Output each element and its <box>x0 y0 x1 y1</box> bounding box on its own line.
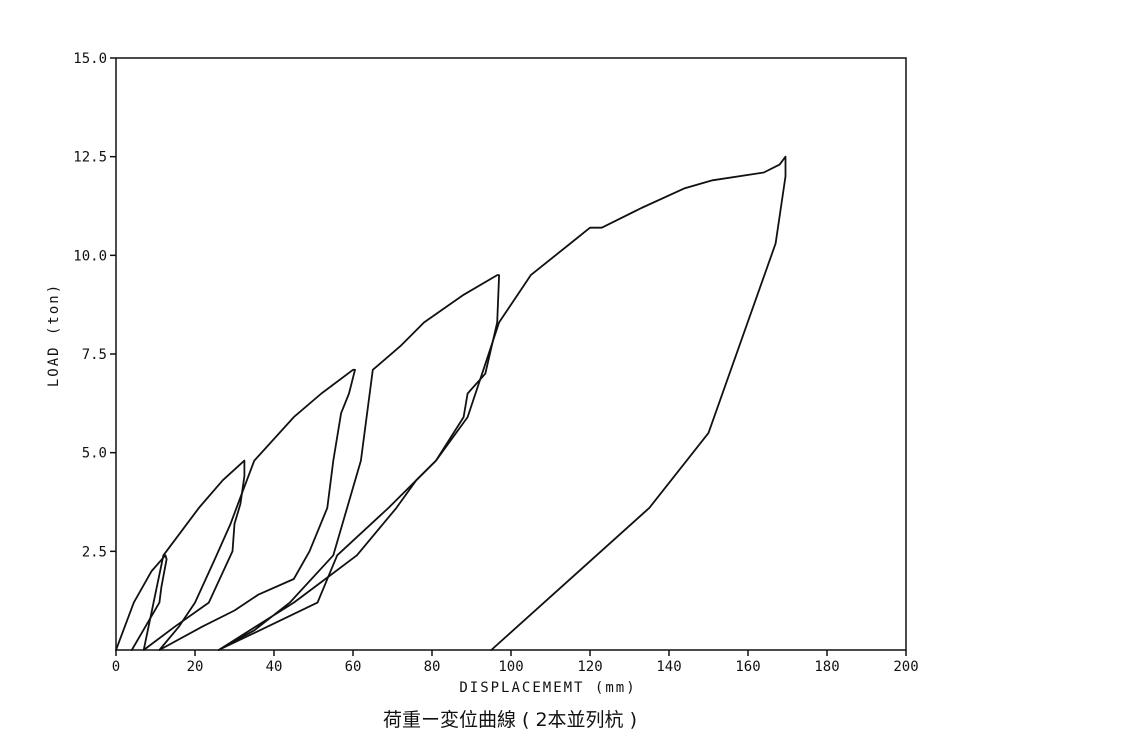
x-tick-label: 40 <box>266 659 283 675</box>
x-tick-label: 180 <box>814 659 839 675</box>
series-line-4 <box>217 274 501 651</box>
series-line-3 <box>158 368 356 651</box>
y-tick-label: 10.0 <box>73 248 107 264</box>
plot-frame <box>115 57 907 651</box>
x-tick-label: 80 <box>424 659 441 675</box>
series-line-2 <box>142 459 246 651</box>
x-tick-label: 100 <box>498 659 523 675</box>
x-tick-label: 120 <box>577 659 602 675</box>
series-layer <box>115 155 787 651</box>
y-tick-label: 7.5 <box>82 347 107 363</box>
x-axis-label: DISPLACEMEMT (mm) <box>459 680 636 696</box>
y-tick-label: 5.0 <box>82 446 107 462</box>
x-tick-label: 160 <box>735 659 760 675</box>
figure-caption: 荷重ー変位曲線 ( 2本並列杭 ) <box>383 709 637 731</box>
y-tick-label: 12.5 <box>73 150 107 166</box>
x-tick-label: 200 <box>893 659 918 675</box>
series-line-1 <box>115 554 168 651</box>
y-axis-ticks: 2.5 5.0 7.5 10.0 12.5 15.0 <box>73 51 116 560</box>
x-axis-ticks: 0 20 40 60 80 100 120 140 160 180 200 <box>112 650 919 675</box>
x-tick-label: 20 <box>187 659 204 675</box>
x-tick-label: 0 <box>112 659 120 675</box>
y-axis-label: LOAD (ton) <box>46 283 62 387</box>
series-line-5 <box>217 155 787 651</box>
y-tick-label: 2.5 <box>82 544 107 560</box>
y-tick-label: 15.0 <box>73 51 107 67</box>
x-tick-label: 60 <box>345 659 362 675</box>
x-tick-label: 140 <box>656 659 681 675</box>
